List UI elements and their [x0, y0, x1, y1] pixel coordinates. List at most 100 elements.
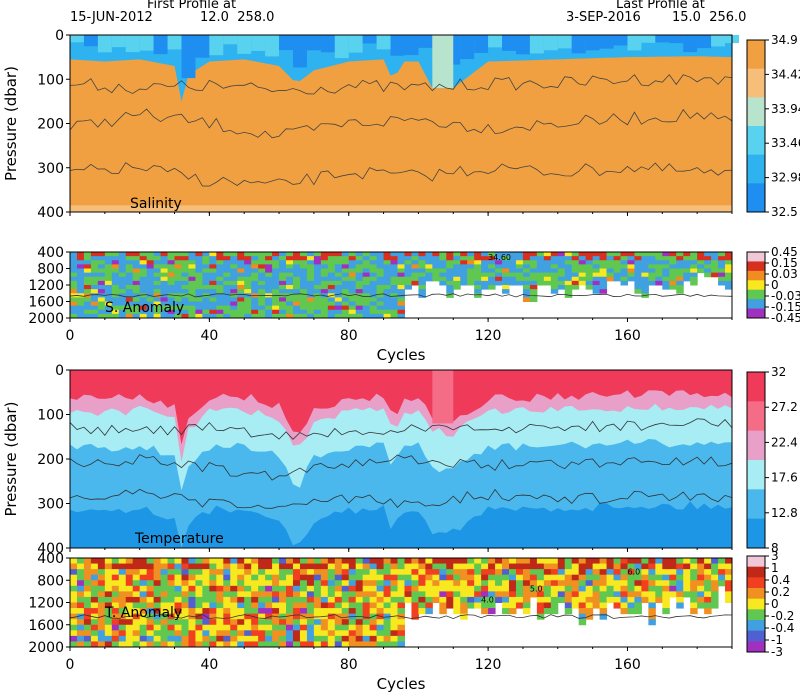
- anomaly-cell: [522, 563, 531, 570]
- anomaly-cell: [237, 624, 245, 631]
- anomaly-cell: [488, 608, 496, 615]
- anomaly-cell: [320, 602, 329, 609]
- anomaly-cell: [251, 630, 259, 637]
- anomaly-cell: [697, 569, 705, 576]
- anomaly-cell: [139, 293, 148, 298]
- anomaly-cell: [286, 252, 294, 257]
- anomaly-cell: [557, 276, 566, 282]
- anomaly-cell: [223, 574, 231, 581]
- anomaly-cell: [223, 256, 231, 261]
- anomaly-cell: [265, 635, 273, 642]
- anomaly-cell: [557, 563, 566, 570]
- anomaly-cell: [251, 280, 259, 286]
- anomaly-cell: [404, 272, 412, 278]
- x-tick-label: 120: [475, 657, 502, 673]
- anomaly-cell: [153, 591, 162, 598]
- anomaly-cell: [230, 569, 238, 576]
- anomaly-cell: [627, 558, 635, 565]
- anomaly-cell: [571, 252, 580, 257]
- anomaly-cell: [70, 260, 78, 265]
- y-axis-label: Pressure (dbar): [2, 402, 20, 517]
- colorbar-swatch: [747, 401, 765, 432]
- salinity-isoline: [69, 108, 733, 139]
- anomaly-cell: [251, 305, 259, 311]
- anomaly-cell: [592, 280, 601, 286]
- anomaly-cell: [299, 558, 308, 565]
- anomaly-cell: [704, 569, 712, 576]
- anomaly-cell: [272, 635, 280, 642]
- anomaly-cell: [237, 289, 245, 294]
- anomaly-cell: [118, 608, 127, 615]
- anomaly-cell: [216, 580, 224, 587]
- anomaly-cell: [711, 591, 719, 598]
- anomaly-cell: [355, 252, 364, 257]
- surface-cell: [83, 35, 98, 47]
- anomaly-cell: [292, 260, 301, 265]
- surface-cell: [167, 35, 182, 50]
- anomaly-cell: [104, 630, 113, 637]
- anomaly-cell: [697, 260, 705, 265]
- x-tick-label: 80: [340, 657, 358, 673]
- anomaly-cell: [181, 619, 189, 626]
- anomaly-cell: [348, 276, 357, 282]
- anomaly-cell: [571, 574, 580, 581]
- anomaly-cell: [195, 591, 203, 598]
- colorbar-swatch: [747, 630, 765, 642]
- anomaly-cell: [432, 585, 440, 592]
- anomaly-cell: [474, 574, 482, 581]
- surface-cell: [585, 35, 600, 51]
- anomaly-cell: [139, 309, 148, 315]
- anomaly-cell: [418, 563, 426, 570]
- anomaly-cell: [460, 608, 468, 615]
- anomaly-cell: [578, 580, 587, 587]
- anomaly-cell: [216, 563, 224, 570]
- colorbar: 34.934.4233.9433.4632.9832.5: [746, 33, 800, 219]
- anomaly-cell: [125, 635, 134, 642]
- anomaly-cell: [383, 272, 392, 278]
- anomaly-cell: [111, 276, 120, 282]
- anomaly-cell: [648, 256, 656, 261]
- anomaly-cell: [320, 563, 329, 570]
- anomaly-cell: [299, 289, 308, 294]
- anomaly-cell: [446, 580, 454, 587]
- anomaly-cell: [132, 585, 141, 592]
- anomaly-cell: [167, 585, 176, 592]
- anomaly-cell: [90, 619, 99, 626]
- anomaly-cell: [522, 596, 531, 603]
- anomaly-cell: [557, 264, 566, 269]
- anomaly-cell: [627, 569, 635, 576]
- anomaly-cell: [90, 309, 99, 315]
- anomaly-cell: [174, 309, 182, 315]
- anomaly-cell: [446, 256, 454, 261]
- anomaly-cell: [585, 264, 594, 269]
- anomaly-cell: [341, 574, 350, 581]
- anomaly-cell: [355, 272, 364, 278]
- anomaly-cell: [327, 619, 336, 626]
- anomaly-cell: [418, 260, 426, 265]
- surface-cell: [515, 35, 530, 55]
- anomaly-cell: [453, 268, 461, 274]
- anomaly-cell: [97, 619, 106, 626]
- anomaly-cell: [376, 563, 385, 570]
- anomaly-cell: [97, 276, 106, 282]
- anomaly-cell: [181, 264, 189, 269]
- anomaly-cell: [383, 563, 392, 570]
- anomaly-cell: [369, 580, 378, 587]
- anomaly-cell: [620, 580, 628, 587]
- anomaly-cell: [578, 574, 587, 581]
- anomaly-cell: [216, 585, 224, 592]
- anomaly-cell: [585, 591, 594, 598]
- anomaly-cell: [690, 602, 698, 609]
- anomaly-cell: [258, 289, 266, 294]
- anomaly-cell: [251, 569, 259, 576]
- anomaly-cell: [522, 289, 531, 294]
- anomaly-cell: [313, 289, 322, 294]
- colorbar-swatch: [747, 97, 765, 127]
- anomaly-cell: [529, 297, 538, 302]
- anomaly-cell: [355, 563, 364, 570]
- anomaly-cell: [160, 256, 169, 261]
- anomaly-cell: [160, 608, 169, 615]
- anomaly-cell: [279, 563, 287, 570]
- anomaly-cell: [139, 630, 148, 637]
- anomaly-cell: [320, 619, 329, 626]
